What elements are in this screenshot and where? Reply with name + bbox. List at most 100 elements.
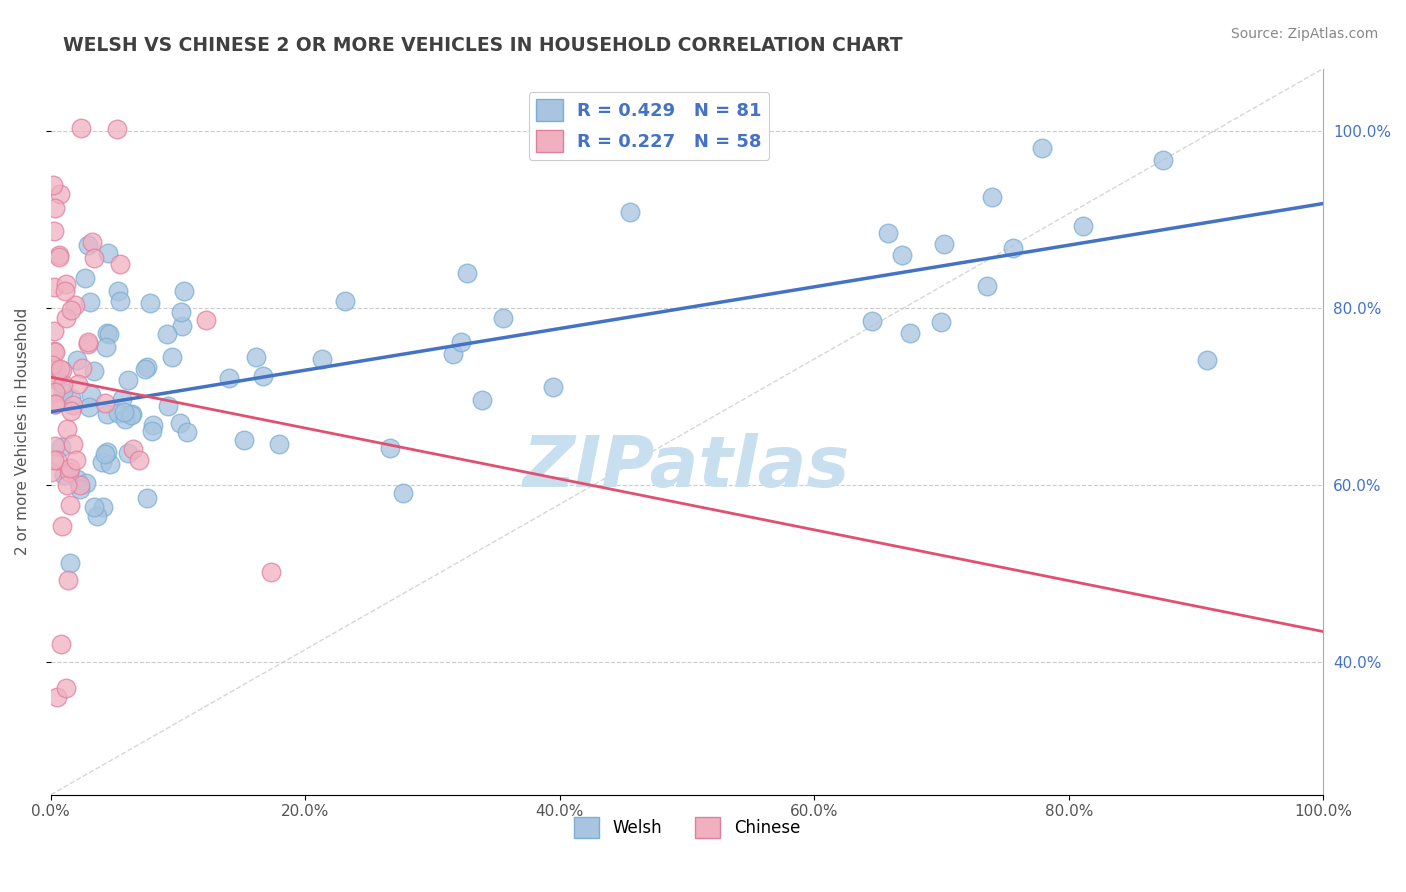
Point	[65, 452, 87, 467]
Point	[44, 385, 66, 400]
Point	[51, 518, 73, 533]
Point	[45, 362, 67, 376]
Y-axis label: 2 or more Vehicles in Household: 2 or more Vehicles in Household	[15, 308, 30, 555]
Point	[41, 465, 63, 479]
Point	[48, 250, 70, 264]
Point	[245, 351, 267, 365]
Point	[311, 352, 333, 367]
Point	[56, 478, 79, 492]
Point	[52, 377, 75, 392]
Point	[75, 475, 97, 490]
Point	[42, 369, 65, 384]
Point	[75, 270, 97, 285]
Point	[117, 446, 139, 460]
Point	[69, 478, 91, 492]
Point	[1195, 352, 1218, 367]
Point	[94, 340, 117, 354]
Point	[48, 361, 70, 376]
Point	[49, 637, 72, 651]
Point	[176, 425, 198, 439]
Point	[66, 353, 89, 368]
Point	[195, 313, 218, 327]
Point	[55, 277, 77, 291]
Point	[77, 334, 100, 349]
Point	[391, 486, 413, 500]
Point	[890, 248, 912, 262]
Point	[860, 313, 883, 327]
Point	[169, 416, 191, 430]
Point	[65, 297, 87, 311]
Point	[173, 284, 195, 298]
Legend: Welsh, Chinese: Welsh, Chinese	[568, 811, 807, 845]
Point	[62, 398, 84, 412]
Point	[112, 405, 135, 419]
Point	[42, 178, 65, 193]
Point	[44, 324, 66, 338]
Point	[170, 305, 193, 319]
Point	[49, 187, 72, 202]
Point	[82, 235, 104, 249]
Point	[619, 205, 641, 219]
Point	[44, 397, 66, 411]
Point	[471, 393, 494, 408]
Point	[60, 302, 83, 317]
Point	[86, 509, 108, 524]
Point	[111, 392, 134, 407]
Point	[122, 442, 145, 456]
Point	[46, 373, 69, 387]
Point	[46, 453, 69, 467]
Point	[76, 238, 98, 252]
Point	[69, 482, 91, 496]
Point	[136, 360, 159, 375]
Point	[55, 285, 77, 299]
Point	[48, 248, 70, 262]
Point	[66, 377, 89, 392]
Point	[128, 453, 150, 467]
Point	[56, 573, 79, 587]
Point	[52, 385, 75, 400]
Point	[456, 267, 478, 281]
Point	[931, 315, 953, 329]
Point	[70, 121, 93, 136]
Point	[59, 404, 82, 418]
Point	[156, 327, 179, 342]
Point	[543, 380, 565, 394]
Point	[107, 284, 129, 298]
Text: ZIPatlas: ZIPatlas	[523, 434, 851, 502]
Point	[142, 417, 165, 432]
Point	[218, 371, 240, 385]
Text: WELSH VS CHINESE 2 OR MORE VEHICLES IN HOUSEHOLD CORRELATION CHART: WELSH VS CHINESE 2 OR MORE VEHICLES IN H…	[63, 36, 903, 54]
Point	[44, 439, 66, 453]
Point	[52, 467, 75, 482]
Point	[44, 201, 66, 215]
Point	[98, 457, 121, 471]
Point	[139, 296, 162, 310]
Point	[1002, 241, 1025, 255]
Point	[97, 245, 120, 260]
Point	[42, 224, 65, 238]
Point	[108, 294, 131, 309]
Point	[117, 373, 139, 387]
Point	[42, 280, 65, 294]
Point	[49, 440, 72, 454]
Point	[232, 433, 254, 447]
Point	[51, 362, 73, 376]
Point	[108, 257, 131, 271]
Text: Source: ZipAtlas.com: Source: ZipAtlas.com	[1230, 27, 1378, 41]
Point	[58, 465, 80, 479]
Point	[83, 251, 105, 265]
Point	[141, 424, 163, 438]
Point	[59, 556, 82, 570]
Point	[160, 351, 183, 365]
Point	[83, 364, 105, 378]
Point	[96, 445, 118, 459]
Point	[58, 499, 80, 513]
Point	[97, 326, 120, 341]
Point	[107, 406, 129, 420]
Point	[450, 334, 472, 349]
Point	[45, 369, 67, 384]
Point	[60, 391, 83, 405]
Point	[378, 441, 401, 455]
Point	[44, 397, 66, 411]
Point	[79, 294, 101, 309]
